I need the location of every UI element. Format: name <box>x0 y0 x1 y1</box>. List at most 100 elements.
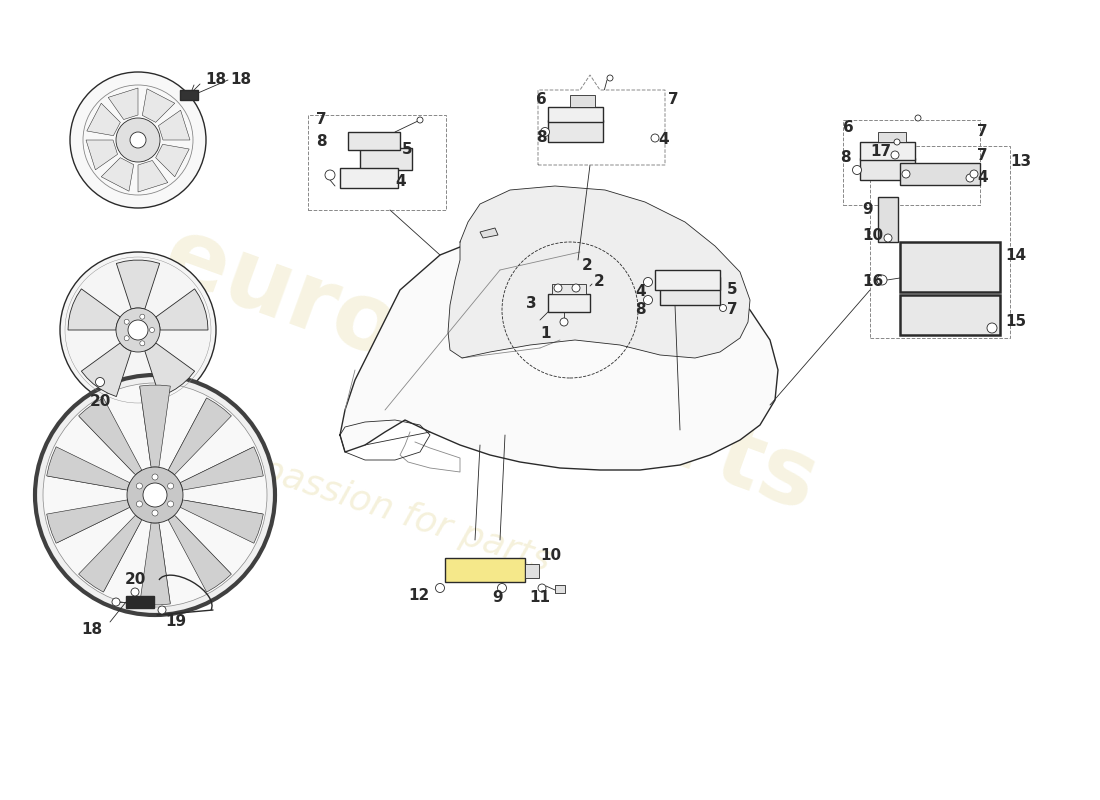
Polygon shape <box>86 140 118 170</box>
Circle shape <box>124 319 129 324</box>
Circle shape <box>987 323 997 333</box>
FancyBboxPatch shape <box>654 270 720 290</box>
Text: 17: 17 <box>870 145 891 159</box>
Text: 8: 8 <box>635 302 646 318</box>
Polygon shape <box>46 446 130 490</box>
FancyBboxPatch shape <box>446 558 525 582</box>
Text: 3: 3 <box>526 297 537 311</box>
Text: 8: 8 <box>840 150 850 166</box>
Polygon shape <box>138 161 168 192</box>
Circle shape <box>891 151 899 159</box>
Text: 4: 4 <box>977 170 988 186</box>
FancyBboxPatch shape <box>860 158 915 180</box>
Text: 7: 7 <box>316 113 327 127</box>
Circle shape <box>719 305 726 311</box>
Text: 7: 7 <box>977 125 988 139</box>
Circle shape <box>651 134 659 142</box>
Circle shape <box>136 501 142 507</box>
Text: 7: 7 <box>668 93 679 107</box>
Polygon shape <box>140 385 170 467</box>
Text: 7: 7 <box>977 147 988 162</box>
FancyBboxPatch shape <box>860 142 915 160</box>
Text: eurocarparts: eurocarparts <box>151 209 829 531</box>
Polygon shape <box>68 289 120 330</box>
FancyBboxPatch shape <box>552 284 586 294</box>
Circle shape <box>572 284 580 292</box>
FancyBboxPatch shape <box>348 132 400 150</box>
FancyBboxPatch shape <box>878 132 906 142</box>
Polygon shape <box>168 398 231 475</box>
Text: 6: 6 <box>843 121 854 135</box>
Circle shape <box>158 606 166 614</box>
Text: 16: 16 <box>862 274 883 290</box>
Polygon shape <box>156 289 208 330</box>
Circle shape <box>140 314 145 319</box>
Circle shape <box>644 295 652 305</box>
Text: 8: 8 <box>536 130 547 145</box>
Text: 6: 6 <box>536 93 547 107</box>
Circle shape <box>497 583 506 593</box>
Circle shape <box>966 174 974 182</box>
Circle shape <box>152 510 158 516</box>
Circle shape <box>128 320 148 340</box>
Polygon shape <box>448 186 750 358</box>
Circle shape <box>607 75 613 81</box>
Polygon shape <box>480 228 498 238</box>
Polygon shape <box>340 230 778 470</box>
Text: 10: 10 <box>540 547 561 562</box>
Text: 2: 2 <box>582 258 593 273</box>
Polygon shape <box>145 343 195 397</box>
Polygon shape <box>78 398 142 475</box>
Circle shape <box>116 118 160 162</box>
Polygon shape <box>81 343 131 397</box>
Polygon shape <box>140 522 170 605</box>
Polygon shape <box>538 75 666 165</box>
Circle shape <box>43 383 267 607</box>
Polygon shape <box>78 515 142 592</box>
Text: 4: 4 <box>658 133 669 147</box>
FancyBboxPatch shape <box>660 277 720 305</box>
Text: 18: 18 <box>81 622 102 638</box>
Circle shape <box>877 275 887 285</box>
Polygon shape <box>142 89 175 122</box>
FancyBboxPatch shape <box>360 148 412 170</box>
Text: 4: 4 <box>395 174 406 190</box>
FancyBboxPatch shape <box>900 242 1000 292</box>
FancyBboxPatch shape <box>525 564 539 578</box>
Circle shape <box>152 474 158 480</box>
Text: 11: 11 <box>529 590 550 606</box>
FancyBboxPatch shape <box>556 585 565 593</box>
Circle shape <box>131 588 139 596</box>
Text: 5: 5 <box>727 282 738 298</box>
Circle shape <box>130 132 146 148</box>
Polygon shape <box>843 120 980 205</box>
Text: 15: 15 <box>1005 314 1026 330</box>
Text: 20: 20 <box>124 573 145 587</box>
Circle shape <box>150 327 154 333</box>
FancyBboxPatch shape <box>900 163 980 185</box>
Polygon shape <box>46 500 130 543</box>
Text: 10: 10 <box>862 227 883 242</box>
Circle shape <box>436 583 444 593</box>
Text: 4: 4 <box>635 285 646 299</box>
FancyBboxPatch shape <box>548 120 603 142</box>
Polygon shape <box>158 110 190 140</box>
Text: 12: 12 <box>409 589 430 603</box>
Circle shape <box>417 117 424 123</box>
Circle shape <box>970 170 978 178</box>
Circle shape <box>538 584 546 592</box>
Circle shape <box>540 127 550 137</box>
FancyBboxPatch shape <box>570 95 595 107</box>
Polygon shape <box>156 144 189 177</box>
FancyBboxPatch shape <box>180 90 198 100</box>
Text: 7: 7 <box>727 302 738 318</box>
Circle shape <box>324 170 336 180</box>
Polygon shape <box>117 260 160 309</box>
Circle shape <box>124 336 129 341</box>
Text: 20: 20 <box>90 394 111 410</box>
Text: 1: 1 <box>540 326 550 342</box>
FancyBboxPatch shape <box>878 197 898 242</box>
Text: 14: 14 <box>1005 247 1026 262</box>
Polygon shape <box>180 500 263 543</box>
Circle shape <box>143 483 167 507</box>
